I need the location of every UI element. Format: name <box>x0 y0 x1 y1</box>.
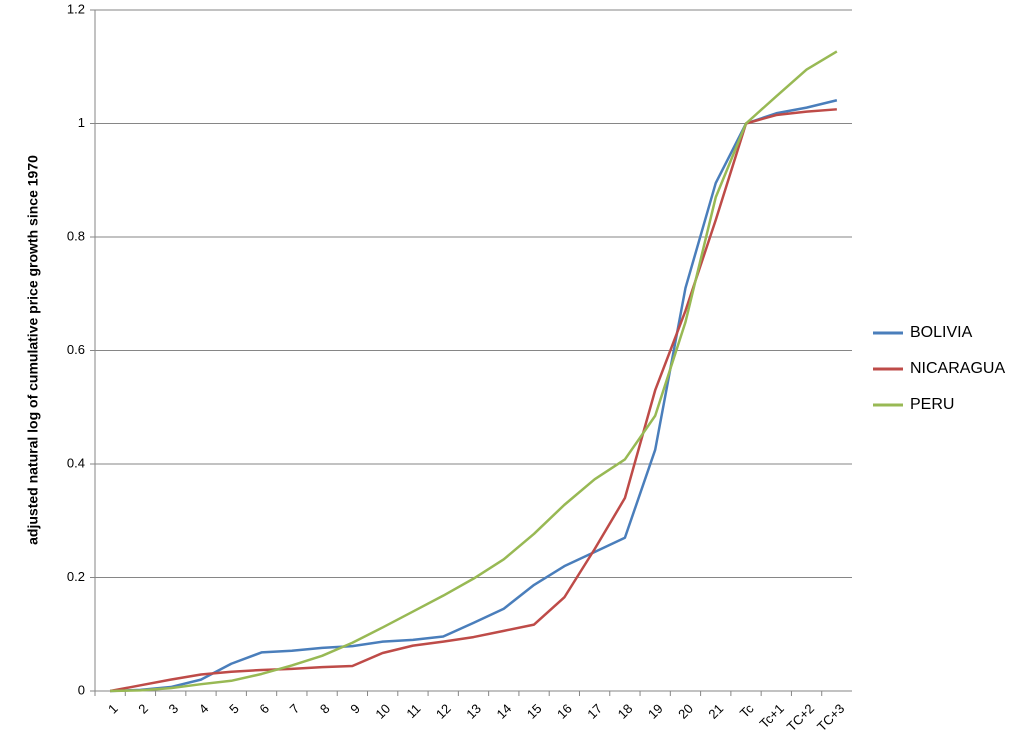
x-tick-label: 10 <box>372 701 393 722</box>
y-tick-label: 0.4 <box>67 455 85 470</box>
x-tick-label: 19 <box>645 701 666 722</box>
x-tick-label: 4 <box>196 701 212 717</box>
x-tick-label: 21 <box>705 701 726 722</box>
x-tick-label: TC+2 <box>784 701 817 734</box>
x-tick-label: 5 <box>226 701 242 717</box>
line <box>110 99 838 693</box>
x-tick-label: 9 <box>347 701 363 717</box>
y-tick-label: 0.8 <box>67 228 85 243</box>
x-tick-label: 3 <box>166 701 182 717</box>
x-tick-label: 2 <box>135 701 151 717</box>
legend-label: PERU <box>910 396 954 413</box>
y-tick-label: 0.6 <box>67 342 85 357</box>
line <box>110 50 838 693</box>
x-tick-label: Tc+1 <box>757 701 787 731</box>
x-tick-label: 16 <box>554 701 575 722</box>
x-tick-label: 11 <box>403 701 423 721</box>
x-tick-label: 15 <box>524 701 545 722</box>
y-tick-label: 1 <box>78 115 85 130</box>
y-axis-label: adjusted natural log of cumulative price… <box>25 155 41 545</box>
x-tick-label: Tc <box>737 701 757 721</box>
y-tick-label: 1.2 <box>67 1 85 16</box>
x-tick-label: TC+3 <box>814 701 847 734</box>
x-tick-label: 13 <box>463 701 484 722</box>
line <box>109 108 837 693</box>
x-tick-label: 14 <box>493 701 514 722</box>
y-tick-label: 0.2 <box>67 569 85 584</box>
x-tick-label: 6 <box>256 701 272 717</box>
x-tick-label: 1 <box>105 701 121 717</box>
x-tick-label: 8 <box>317 701 333 717</box>
legend-label: BOLIVIA <box>910 324 973 341</box>
y-tick-label: 0 <box>78 682 85 697</box>
x-tick-label: 20 <box>675 701 696 722</box>
legend-label: NICARAGUA <box>910 360 1005 377</box>
x-tick-label: 12 <box>433 701 454 722</box>
x-tick-label: 7 <box>287 701 303 717</box>
x-tick-label: 17 <box>584 701 605 722</box>
x-tick-label: 18 <box>615 701 636 722</box>
